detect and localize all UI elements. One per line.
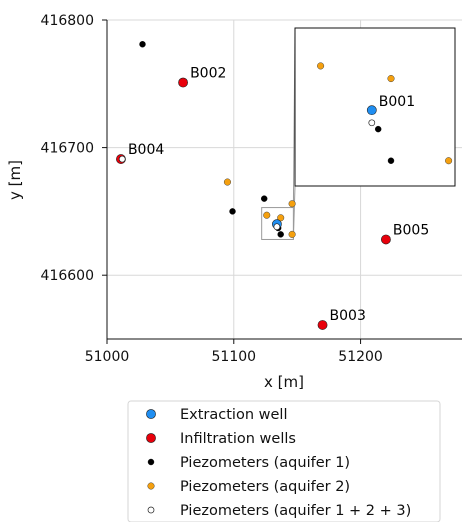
legend-marker <box>147 482 155 490</box>
well-label: B002 <box>190 66 226 82</box>
legend-marker <box>146 409 156 419</box>
data-point <box>288 230 296 238</box>
well-label: B003 <box>330 308 366 324</box>
inset-data-point <box>387 75 395 83</box>
data-point <box>229 208 236 215</box>
data-point <box>223 178 231 186</box>
zoom-connector <box>292 185 296 240</box>
inset-well-label: B001 <box>379 94 415 110</box>
legend-label: Infiltration wells <box>180 431 296 447</box>
x-tick-label: 51100 <box>212 349 257 365</box>
y-tick-label: 416700 <box>41 141 94 157</box>
data-point <box>263 211 271 219</box>
legend-label: Piezometers (aquifer 1 + 2 + 3) <box>180 503 411 519</box>
inset-data-point <box>387 157 395 164</box>
data-point <box>178 77 188 88</box>
inset-data-point <box>368 119 376 127</box>
inset-data-point <box>375 125 382 133</box>
data-point <box>139 41 146 48</box>
axes-frame <box>106 20 462 340</box>
data-point <box>261 195 268 202</box>
legend-marker <box>147 458 155 466</box>
legend-marker <box>147 506 155 514</box>
legend-label: Extraction well <box>180 407 287 423</box>
well-labels: B002 B003 B004 B005 <box>128 66 429 324</box>
inset-data-point <box>317 62 325 70</box>
zoom-indicator <box>261 27 296 240</box>
y-tick-label: 416600 <box>41 268 94 284</box>
data-point <box>381 234 391 245</box>
data-point <box>118 155 126 163</box>
legend-label: Piezometers (aquifer 2) <box>180 479 350 495</box>
x-tick-label: 51000 <box>85 349 130 365</box>
well-label: B004 <box>128 142 164 158</box>
legend: Extraction well Infiltration wells Piezome… <box>127 400 441 522</box>
inset-data-point <box>445 157 453 165</box>
data-point <box>288 200 296 208</box>
y-tick-label: 416800 <box>41 13 94 29</box>
data-point <box>277 231 284 238</box>
axis-ticks: 51000 51100 51200 416600 416700 416800 <box>41 13 383 365</box>
well-label: B005 <box>393 222 429 238</box>
x-axis-label: x [m] <box>264 373 304 391</box>
inset-data-point <box>366 105 377 116</box>
inset-axes: B001 <box>294 27 456 187</box>
data-point <box>317 320 328 330</box>
data-point <box>273 223 281 231</box>
legend-label: Piezometers (aquifer 1) <box>180 455 350 471</box>
legend-box <box>127 400 441 522</box>
y-axis-label: y [m] <box>6 160 24 200</box>
scatter-points <box>116 41 391 330</box>
x-tick-label: 51200 <box>338 349 383 365</box>
legend-marker <box>146 433 156 443</box>
inset-points <box>317 62 453 165</box>
